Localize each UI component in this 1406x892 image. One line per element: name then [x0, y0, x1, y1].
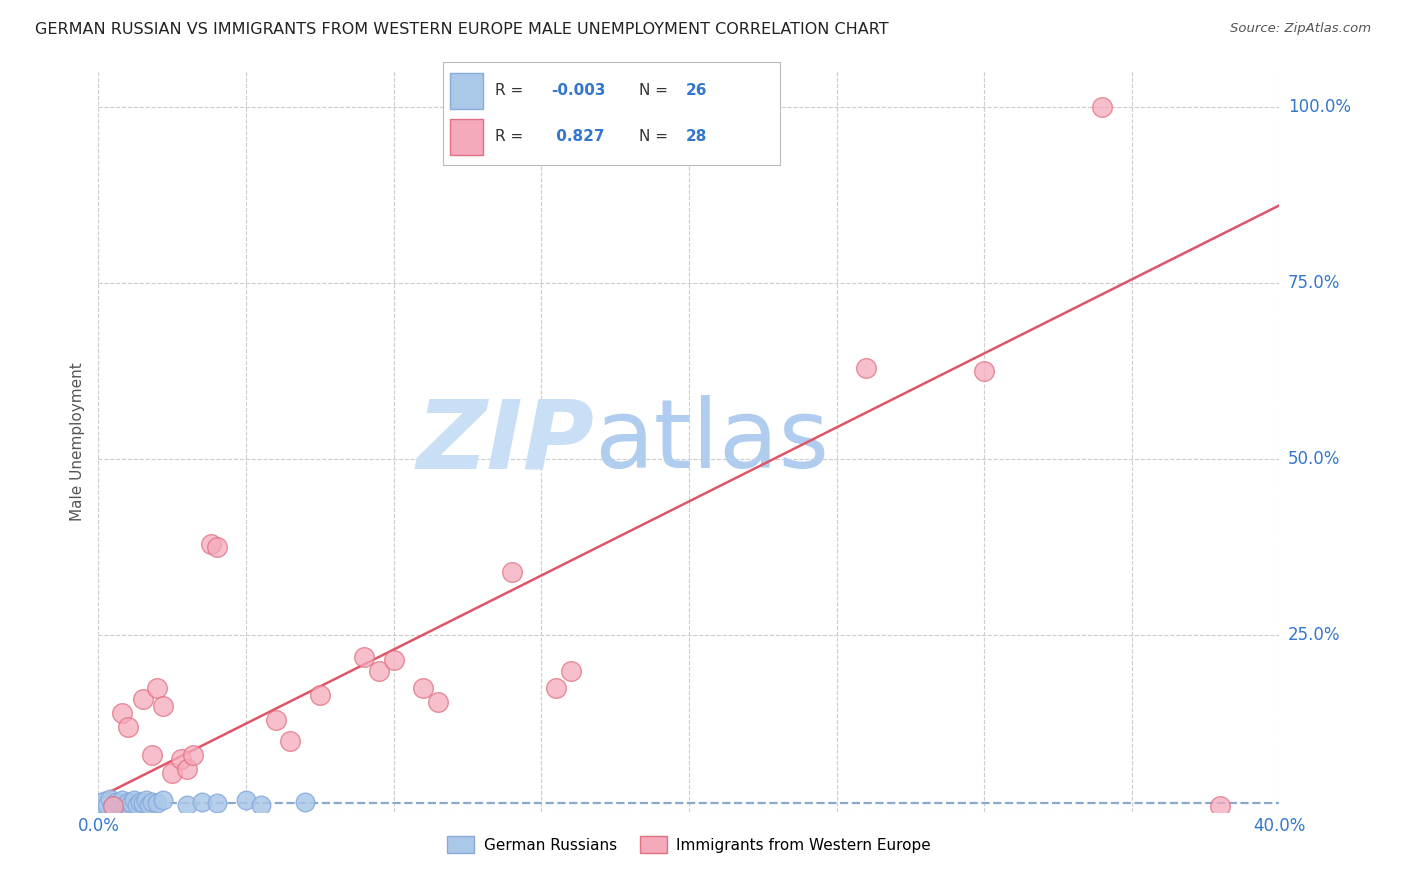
Point: [501, 565, 523, 579]
Point: [264, 713, 287, 727]
Legend: German Russians, Immigrants from Western Europe: German Russians, Immigrants from Western…: [440, 830, 938, 860]
Point: [152, 698, 174, 713]
Point: [205, 541, 228, 555]
Y-axis label: Male Unemployment: Male Unemployment: [70, 362, 86, 521]
Point: [132, 797, 155, 811]
Point: [141, 748, 163, 763]
Text: N =: N =: [638, 129, 672, 145]
Point: [152, 793, 174, 807]
Text: Source: ZipAtlas.com: Source: ZipAtlas.com: [1230, 22, 1371, 36]
Text: R =: R =: [495, 83, 529, 98]
Point: [146, 797, 169, 811]
Point: [125, 797, 148, 812]
Text: 26: 26: [686, 83, 707, 98]
Text: 50.0%: 50.0%: [1288, 450, 1340, 468]
Point: [427, 695, 450, 709]
Point: [162, 766, 183, 780]
Point: [560, 664, 582, 678]
Point: [90, 797, 112, 811]
Point: [146, 681, 169, 696]
Text: 0.827: 0.827: [551, 129, 605, 145]
Point: [103, 799, 125, 814]
Point: [1209, 799, 1232, 814]
Text: 75.0%: 75.0%: [1288, 274, 1340, 292]
Text: 28: 28: [686, 129, 707, 145]
Point: [98, 792, 121, 806]
Point: [96, 797, 118, 812]
Text: GERMAN RUSSIAN VS IMMIGRANTS FROM WESTERN EUROPE MALE UNEMPLOYMENT CORRELATION C: GERMAN RUSSIAN VS IMMIGRANTS FROM WESTER…: [35, 22, 889, 37]
Point: [412, 681, 434, 696]
Point: [132, 692, 155, 706]
Point: [117, 720, 139, 734]
Point: [93, 794, 115, 808]
Point: [105, 795, 128, 809]
Point: [368, 664, 391, 678]
Point: [294, 795, 316, 809]
Point: [176, 797, 198, 812]
Point: [120, 797, 142, 811]
Text: ZIP: ZIP: [416, 395, 595, 488]
Text: -0.003: -0.003: [551, 83, 606, 98]
Point: [1091, 100, 1114, 114]
Point: [382, 653, 405, 667]
Point: [309, 689, 332, 703]
Point: [117, 795, 139, 809]
Point: [235, 793, 257, 807]
Point: [138, 797, 160, 812]
Text: R =: R =: [495, 129, 529, 145]
Point: [205, 797, 228, 811]
Point: [103, 799, 125, 814]
Point: [250, 797, 273, 812]
Point: [176, 763, 198, 777]
Point: [122, 793, 145, 807]
Point: [141, 795, 163, 809]
Point: [114, 797, 136, 812]
Point: [353, 649, 375, 664]
Point: [108, 797, 131, 811]
Point: [170, 752, 193, 766]
Text: atlas: atlas: [595, 395, 830, 488]
Point: [128, 795, 150, 809]
Bar: [450, 119, 484, 155]
Text: 100.0%: 100.0%: [1288, 97, 1351, 116]
Point: [191, 795, 214, 809]
Point: [135, 793, 157, 807]
Point: [111, 706, 134, 720]
Point: [200, 537, 222, 551]
Point: [280, 734, 302, 748]
Bar: [450, 73, 484, 109]
Point: [111, 793, 134, 807]
Text: 25.0%: 25.0%: [1288, 626, 1340, 644]
Point: [181, 748, 204, 763]
Point: [855, 360, 877, 375]
Text: N =: N =: [638, 83, 672, 98]
Point: [973, 364, 995, 378]
Point: [546, 681, 568, 696]
